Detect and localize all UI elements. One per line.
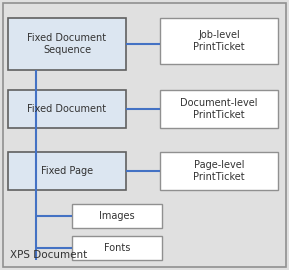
Text: Images: Images bbox=[99, 211, 135, 221]
Text: Job-level
PrintTicket: Job-level PrintTicket bbox=[193, 30, 245, 52]
FancyBboxPatch shape bbox=[72, 204, 162, 228]
FancyBboxPatch shape bbox=[160, 18, 278, 64]
Text: XPS Document: XPS Document bbox=[10, 250, 87, 260]
Text: Fonts: Fonts bbox=[104, 243, 130, 253]
Text: Fixed Document
Sequence: Fixed Document Sequence bbox=[27, 33, 107, 55]
FancyBboxPatch shape bbox=[8, 18, 126, 70]
Text: Document-level
PrintTicket: Document-level PrintTicket bbox=[180, 98, 258, 120]
FancyBboxPatch shape bbox=[160, 90, 278, 128]
FancyBboxPatch shape bbox=[160, 152, 278, 190]
FancyBboxPatch shape bbox=[72, 236, 162, 260]
Text: Fixed Document: Fixed Document bbox=[27, 104, 107, 114]
FancyBboxPatch shape bbox=[3, 3, 286, 267]
Text: Fixed Page: Fixed Page bbox=[41, 166, 93, 176]
FancyBboxPatch shape bbox=[8, 152, 126, 190]
FancyBboxPatch shape bbox=[8, 90, 126, 128]
Text: Page-level
PrintTicket: Page-level PrintTicket bbox=[193, 160, 245, 182]
